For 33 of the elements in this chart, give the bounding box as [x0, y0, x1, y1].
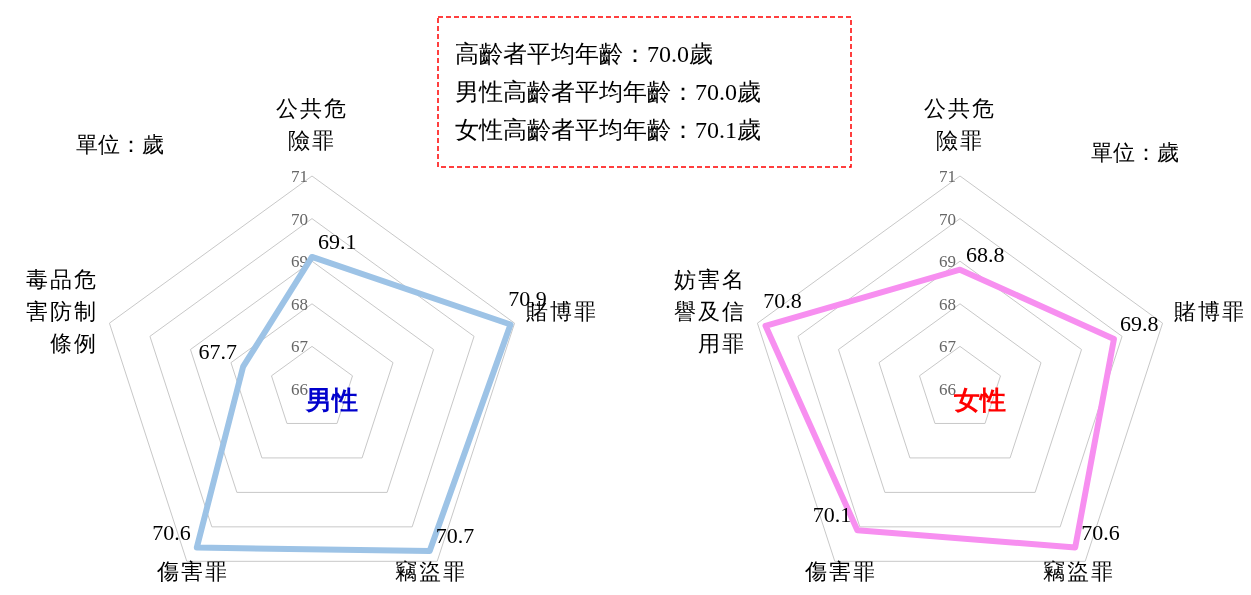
text: 單位：歲: [1091, 140, 1179, 165]
spoke-label: 賭博罪: [1173, 298, 1246, 324]
data-label: 70.1: [812, 502, 852, 528]
data-label: 67.7: [198, 338, 238, 364]
y-tick-label: 71: [939, 167, 956, 186]
spoke-label: 傷害罪: [804, 558, 878, 584]
spoke-label: 毒品危害防制條例: [26, 266, 99, 356]
y-tick-label: 67: [291, 337, 309, 357]
spoke-label: 傷害罪: [156, 558, 230, 584]
y-tick-label: 68: [939, 294, 956, 314]
text: 高齡者平均年齡：70.0歲: [455, 41, 713, 67]
spoke-label: 竊盜罪: [1042, 558, 1115, 584]
data-label: 70.7: [435, 522, 475, 548]
spoke-label: 公共危險罪: [924, 95, 996, 153]
y-tick-label: 69: [939, 252, 956, 272]
data-label: 70.8: [763, 287, 802, 313]
spoke-label: 公共危險罪: [276, 95, 348, 153]
spoke-label: 竊盜罪: [394, 558, 467, 584]
y-tick-label: 71: [291, 167, 308, 186]
y-tick-label: 70: [291, 209, 308, 229]
y-tick-label: 68: [291, 294, 308, 314]
data-label: 69.8: [1119, 310, 1159, 336]
data-label: 68.8: [966, 241, 1005, 267]
text: 單位：歲: [76, 132, 164, 157]
y-tick-label: 70: [939, 209, 956, 229]
text: 女性: [953, 386, 1006, 415]
y-tick-label: 67: [939, 337, 957, 357]
data-label: 70.6: [1081, 519, 1120, 545]
data-label: 69.1: [318, 228, 357, 254]
spoke-label: 妨害名譽及信用罪: [674, 266, 747, 356]
text: 男性高齡者平均年齡：70.0歲: [455, 79, 761, 105]
text: 女性高齡者平均年齡：70.1歲: [455, 117, 761, 143]
data-label: 70.6: [152, 519, 191, 545]
